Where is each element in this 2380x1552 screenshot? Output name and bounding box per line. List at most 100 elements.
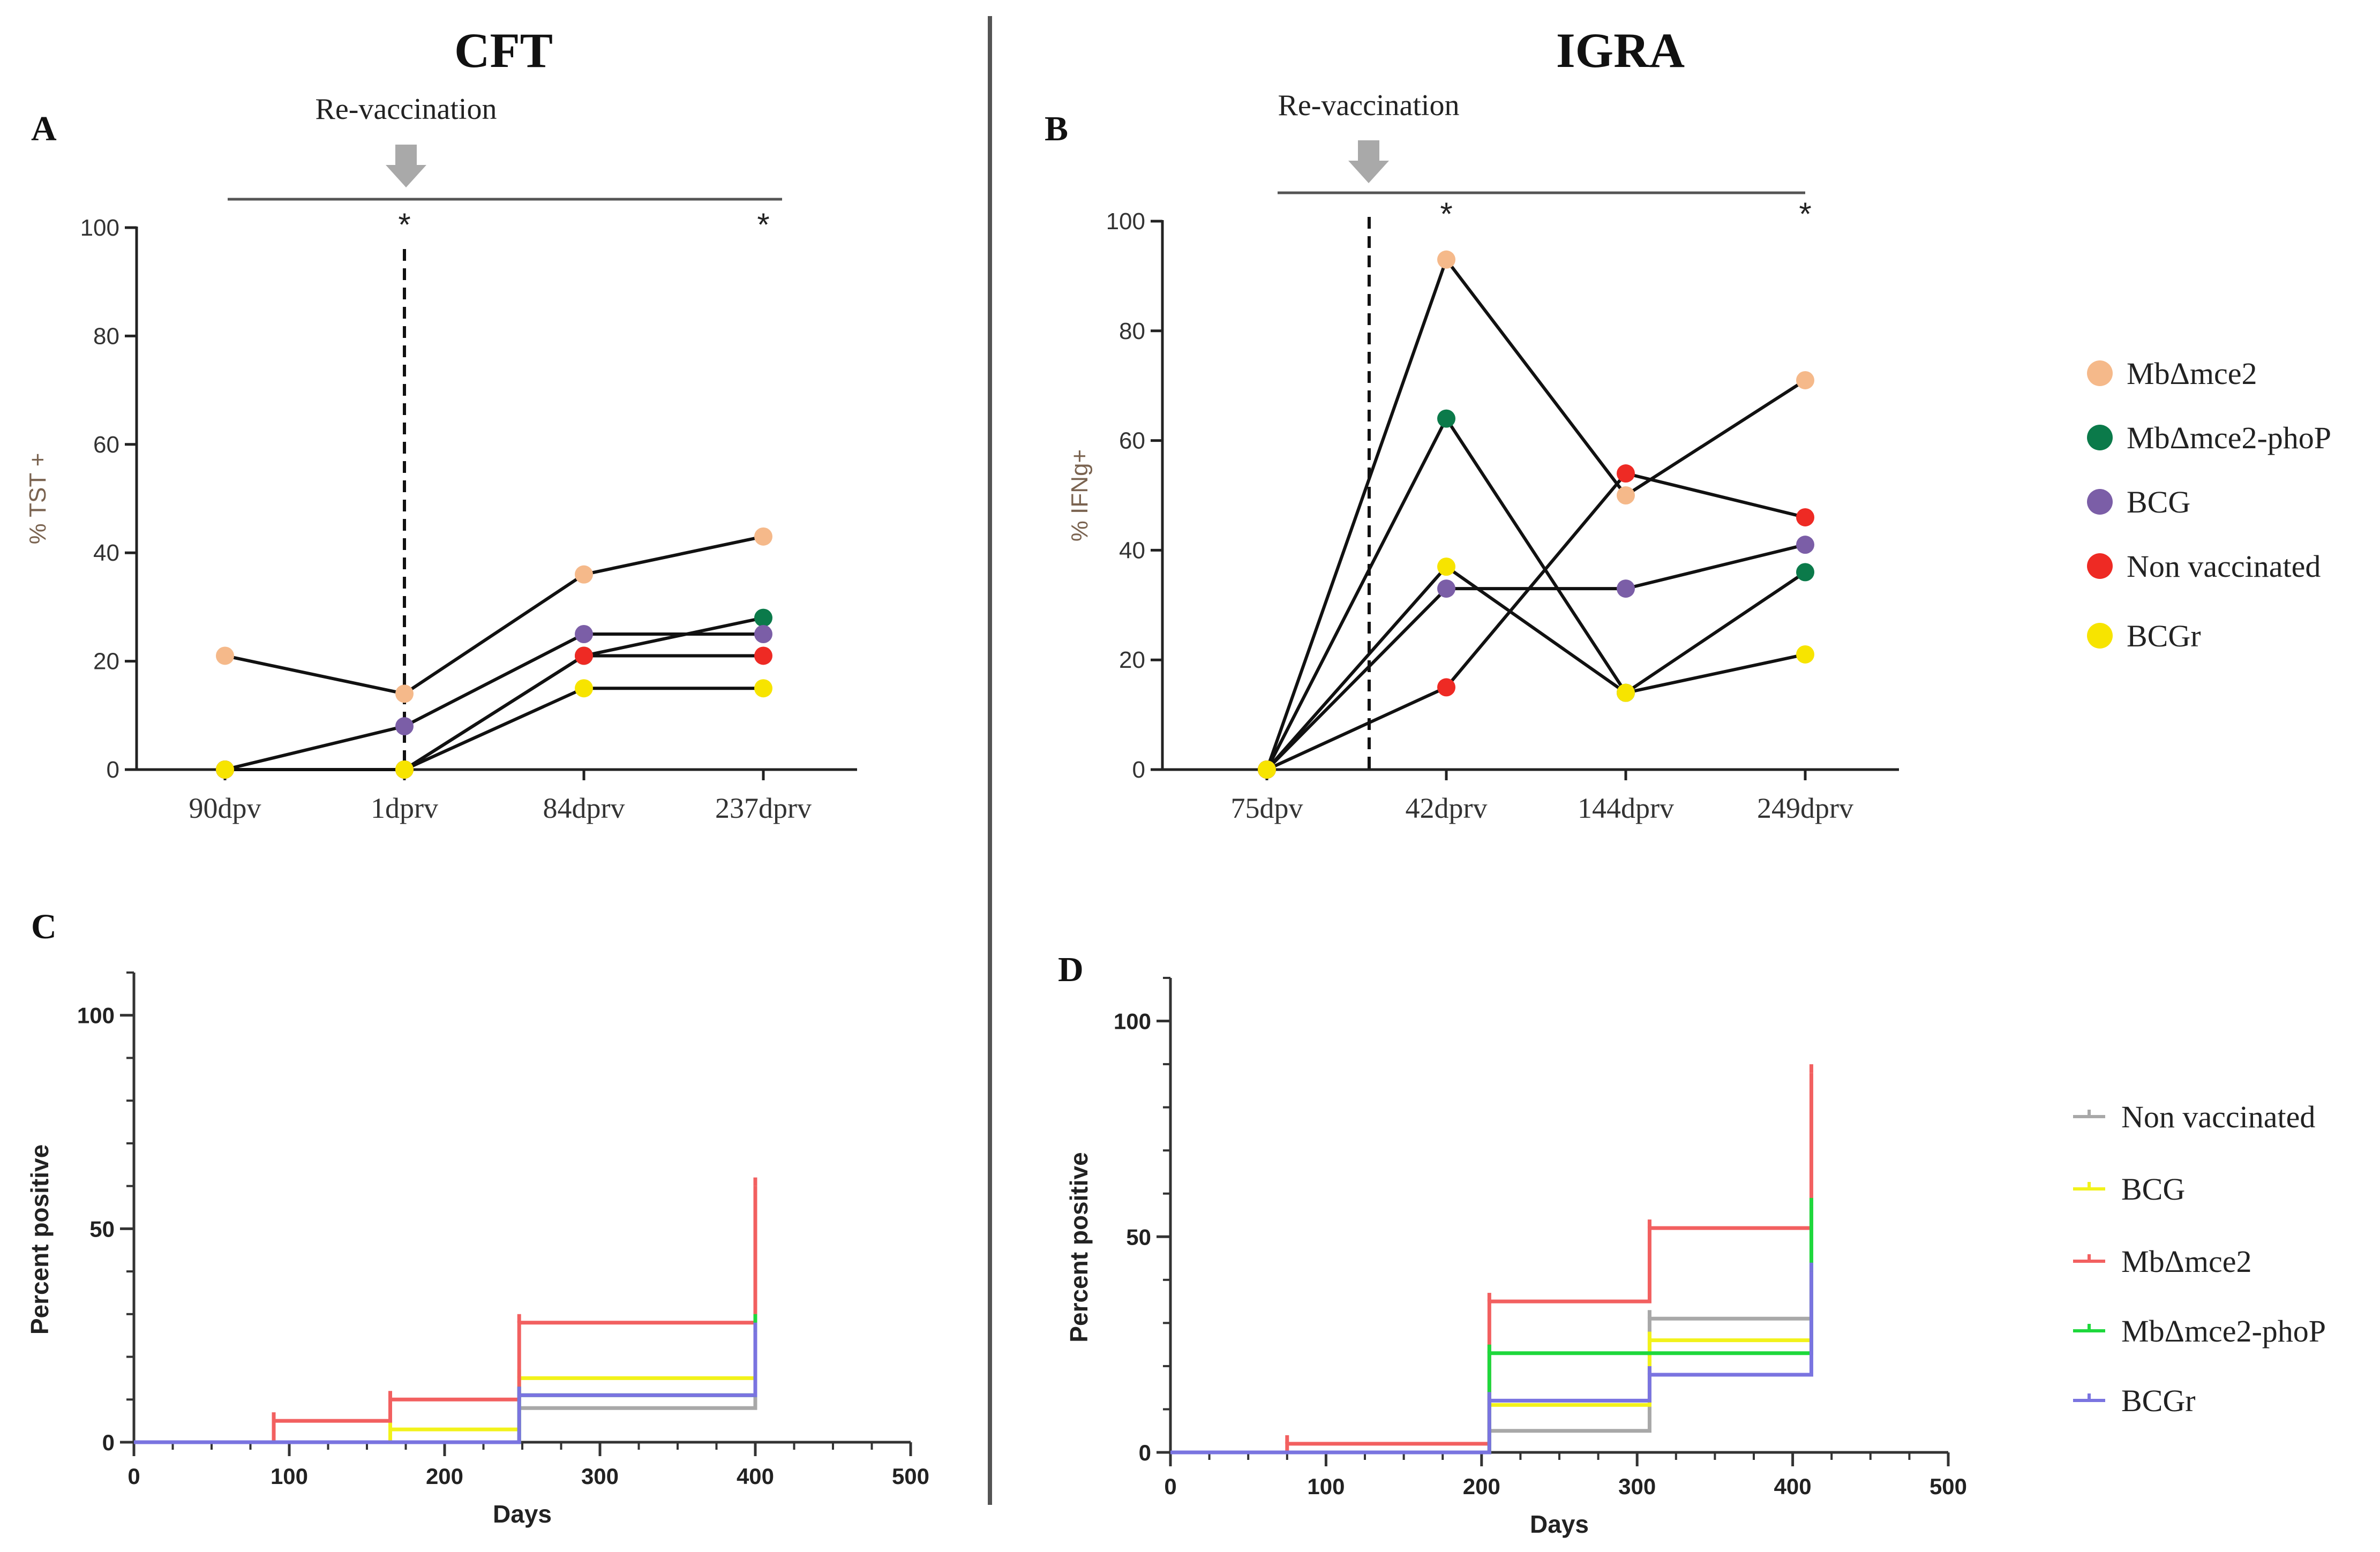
y-tick-label: 100: [77, 1003, 115, 1028]
legend-top-item: MbΔmce2-phoP: [2087, 420, 2331, 455]
data-point: [1796, 508, 1814, 526]
data-point: [1258, 760, 1276, 779]
legend-marker: [2087, 360, 2113, 386]
data-point: [575, 679, 593, 698]
x-tick-label: 400: [737, 1464, 774, 1489]
x-tick-label: 0: [127, 1464, 140, 1489]
data-point: [575, 625, 593, 643]
x-tick-label: 90dpv: [189, 792, 261, 824]
legend-label: BCGr: [2121, 1383, 2196, 1418]
x-tick-label: 500: [1929, 1474, 1967, 1499]
panel-letter-c: C: [31, 907, 57, 946]
legend-bottom-item: BCGr: [2073, 1383, 2196, 1418]
x-tick-label: 300: [1618, 1474, 1656, 1499]
data-point: [395, 684, 414, 703]
y-tick-label: 60: [1119, 428, 1145, 454]
legend-top-item: Non vaccinated: [2087, 549, 2321, 584]
data-point: [754, 625, 772, 643]
y-axis-label: Percent positive: [1065, 1152, 1093, 1342]
y-axis-label: % TST +: [25, 453, 51, 545]
legend-top-item: MbΔmce2: [2087, 356, 2257, 391]
x-axis-label: Days: [493, 1500, 552, 1528]
x-tick-label: 200: [426, 1464, 463, 1489]
panel-letter-a: A: [31, 109, 57, 148]
revaccination-arrow-icon: [1348, 140, 1389, 183]
x-tick-label: 500: [892, 1464, 929, 1489]
x-tick-label: 1dprv: [371, 792, 438, 824]
data-point: [1617, 579, 1635, 598]
data-point: [754, 527, 772, 546]
legend-bottom-item: Non vaccinated: [2073, 1099, 2315, 1134]
y-tick-label: 100: [1106, 208, 1145, 235]
series-line: [1265, 256, 1806, 770]
y-tick-label: 0: [107, 757, 119, 783]
data-point: [754, 608, 772, 627]
y-tick-label: 40: [93, 540, 119, 566]
data-point: [216, 646, 234, 665]
legend-label: Non vaccinated: [2127, 549, 2321, 584]
x-tick-label: 100: [1307, 1474, 1345, 1499]
data-point: [1617, 486, 1635, 504]
data-point: [754, 679, 772, 698]
data-point: [1437, 409, 1455, 428]
x-tick-label: 42dprv: [1406, 792, 1488, 824]
legend-label: Non vaccinated: [2121, 1099, 2315, 1134]
y-tick-label: 100: [1114, 1009, 1151, 1034]
data-point: [575, 646, 593, 665]
data-point: [1796, 536, 1814, 554]
panel-letter-b: B: [1045, 109, 1068, 148]
data-point: [216, 760, 234, 779]
header-cft: CFT: [454, 23, 553, 78]
series-line: [224, 534, 764, 696]
data-point: [1617, 683, 1635, 702]
data-point: [1796, 645, 1814, 664]
legend-top-item: BCG: [2087, 485, 2190, 519]
y-tick-label: 60: [93, 432, 119, 458]
y-axis-label: % IFNg+: [1067, 449, 1093, 541]
data-point: [395, 717, 414, 736]
x-tick-label: 75dpv: [1231, 792, 1303, 824]
data-point: [1437, 579, 1455, 598]
y-tick-label: 20: [93, 649, 119, 675]
x-tick-label: 100: [271, 1464, 308, 1489]
x-tick-label: 400: [1774, 1474, 1812, 1499]
significance-star: *: [757, 207, 769, 243]
x-tick-label: 84dprv: [543, 792, 625, 824]
panel-d-chart: 0 50 100 0 100 200 300 400 500 Days Percent positi…: [1065, 977, 1967, 1538]
series-line: [224, 632, 763, 771]
revaccination-label: Re-vaccination: [1278, 89, 1460, 122]
x-tick-label: 144dprv: [1578, 792, 1674, 824]
legend-top: MbΔmce2 MbΔmce2-phoP BCG Non vaccinated …: [2087, 356, 2331, 653]
x-axis-label: Days: [1530, 1510, 1589, 1538]
series-line: [1265, 564, 1806, 771]
y-tick-label: 40: [1119, 537, 1145, 563]
legend-marker: [2087, 553, 2113, 579]
legend-label: MbΔmce2-phoP: [2121, 1314, 2326, 1348]
legend-label: BCG: [2127, 485, 2190, 519]
series-line: [1265, 415, 1806, 771]
data-point: [575, 565, 593, 584]
x-tick-label: 200: [1463, 1474, 1500, 1499]
data-point: [1437, 557, 1455, 576]
header-igra: IGRA: [1556, 23, 1685, 78]
legend-bottom: Non vaccinated BCG MbΔmce2 MbΔmce2-phoP …: [2073, 1099, 2326, 1418]
revaccination-label: Re-vaccination: [316, 93, 497, 126]
y-tick-label: 0: [102, 1430, 115, 1455]
series-line: [1266, 471, 1806, 771]
y-axis-label: Percent positive: [26, 1144, 54, 1335]
legend-label: MbΔmce2-phoP: [2127, 420, 2331, 455]
y-tick-label: 50: [1126, 1224, 1151, 1249]
y-tick-label: 20: [1119, 647, 1145, 673]
data-point: [1437, 250, 1455, 269]
panel-b-chart: 0 20 40 60 80 100 75dpv 42dprv 144dprv 249dprv % I…: [1067, 89, 1899, 824]
data-point: [1796, 563, 1814, 582]
revaccination-arrow-icon: [386, 145, 426, 187]
y-tick-label: 0: [1132, 757, 1145, 783]
legend-label: BCGr: [2127, 619, 2201, 653]
data-point: [1437, 678, 1455, 697]
panel-c-chart: 0 50 100 0 100 200 300 400 500 Days Percent positi…: [26, 971, 929, 1528]
legend-label: MbΔmce2: [2127, 356, 2257, 391]
x-tick-label: 300: [581, 1464, 619, 1489]
y-tick-label: 50: [89, 1216, 115, 1241]
